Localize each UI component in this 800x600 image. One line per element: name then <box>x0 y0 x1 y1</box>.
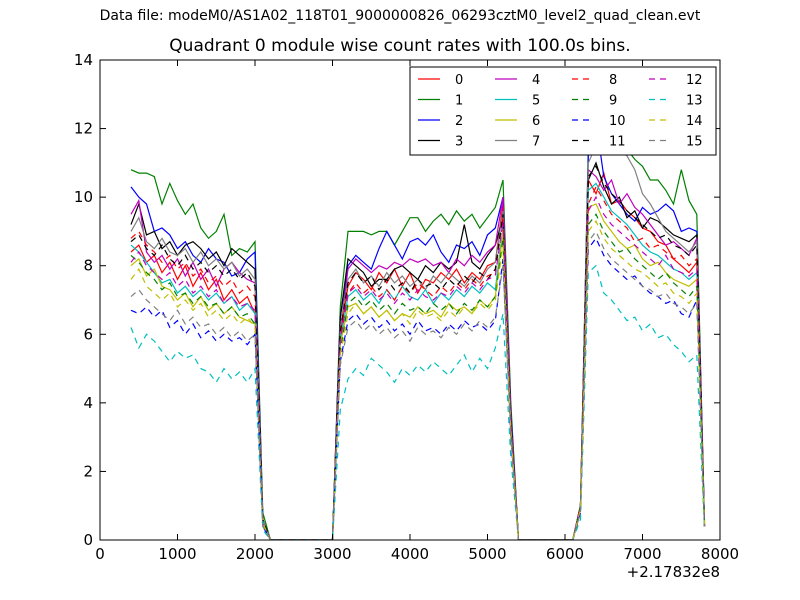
legend-label-8: 8 <box>609 73 617 88</box>
legend-label-6: 6 <box>532 114 540 129</box>
series-line-1 <box>130 98 706 540</box>
legend-label-3: 3 <box>455 135 463 150</box>
legend-label-14: 14 <box>686 114 703 129</box>
legend-label-11: 11 <box>609 135 626 150</box>
chart-title: Quadrant 0 module wise count rates with … <box>169 36 631 56</box>
legend-label-1: 1 <box>455 94 463 109</box>
x-tick-label: 6000 <box>546 545 584 563</box>
series-line-15 <box>130 230 706 540</box>
y-tick-label: 4 <box>83 394 93 412</box>
series-line-9 <box>130 213 706 540</box>
series-line-6 <box>130 203 706 540</box>
series-line-0 <box>130 171 706 540</box>
series-line-7 <box>130 100 706 540</box>
x-tick-label: 7000 <box>623 545 661 563</box>
x-tick-label: 8000 <box>701 545 739 563</box>
legend-label-15: 15 <box>686 135 703 150</box>
x-tick-label: 0 <box>95 545 105 563</box>
legend-label-2: 2 <box>455 114 463 129</box>
x-tick-label: 5000 <box>468 545 506 563</box>
legend-label-0: 0 <box>455 73 463 88</box>
series-line-3 <box>130 161 706 540</box>
figure-suptitle: Data file: modeM0/AS1A02_118T01_90000008… <box>99 8 701 24</box>
y-tick-label: 12 <box>74 120 93 138</box>
series-line-11 <box>130 165 706 540</box>
x-tick-label: 2000 <box>236 545 274 563</box>
y-tick-label: 10 <box>74 188 93 206</box>
series-line-14 <box>130 219 706 540</box>
legend-label-4: 4 <box>532 73 540 88</box>
x-tick-label: 4000 <box>391 545 429 563</box>
legend-label-10: 10 <box>609 114 626 129</box>
legend-label-9: 9 <box>609 94 617 109</box>
legend-label-12: 12 <box>686 73 703 88</box>
axis-layer: 0 1000 2000 3000 4000 5000 6000 7000 80000246810… <box>74 51 739 563</box>
legend-label-5: 5 <box>532 94 540 109</box>
y-tick-label: 0 <box>83 531 93 549</box>
series-line-12 <box>130 195 706 540</box>
x-tick-label: 3000 <box>313 545 351 563</box>
y-tick-label: 8 <box>83 257 93 275</box>
y-tick-label: 6 <box>83 325 93 343</box>
y-tick-label: 14 <box>74 51 93 69</box>
x-offset-label: +2.17832e8 <box>627 563 720 581</box>
series-line-10 <box>130 237 706 540</box>
x-tick-label: 1000 <box>158 545 196 563</box>
legend-label-13: 13 <box>686 94 703 109</box>
series-line-2 <box>130 121 706 540</box>
series-line-4 <box>130 168 706 540</box>
series-layer <box>130 98 706 540</box>
y-tick-label: 2 <box>83 462 93 480</box>
series-line-5 <box>130 182 706 540</box>
legend-label-7: 7 <box>532 135 540 150</box>
series-line-8 <box>130 185 706 540</box>
